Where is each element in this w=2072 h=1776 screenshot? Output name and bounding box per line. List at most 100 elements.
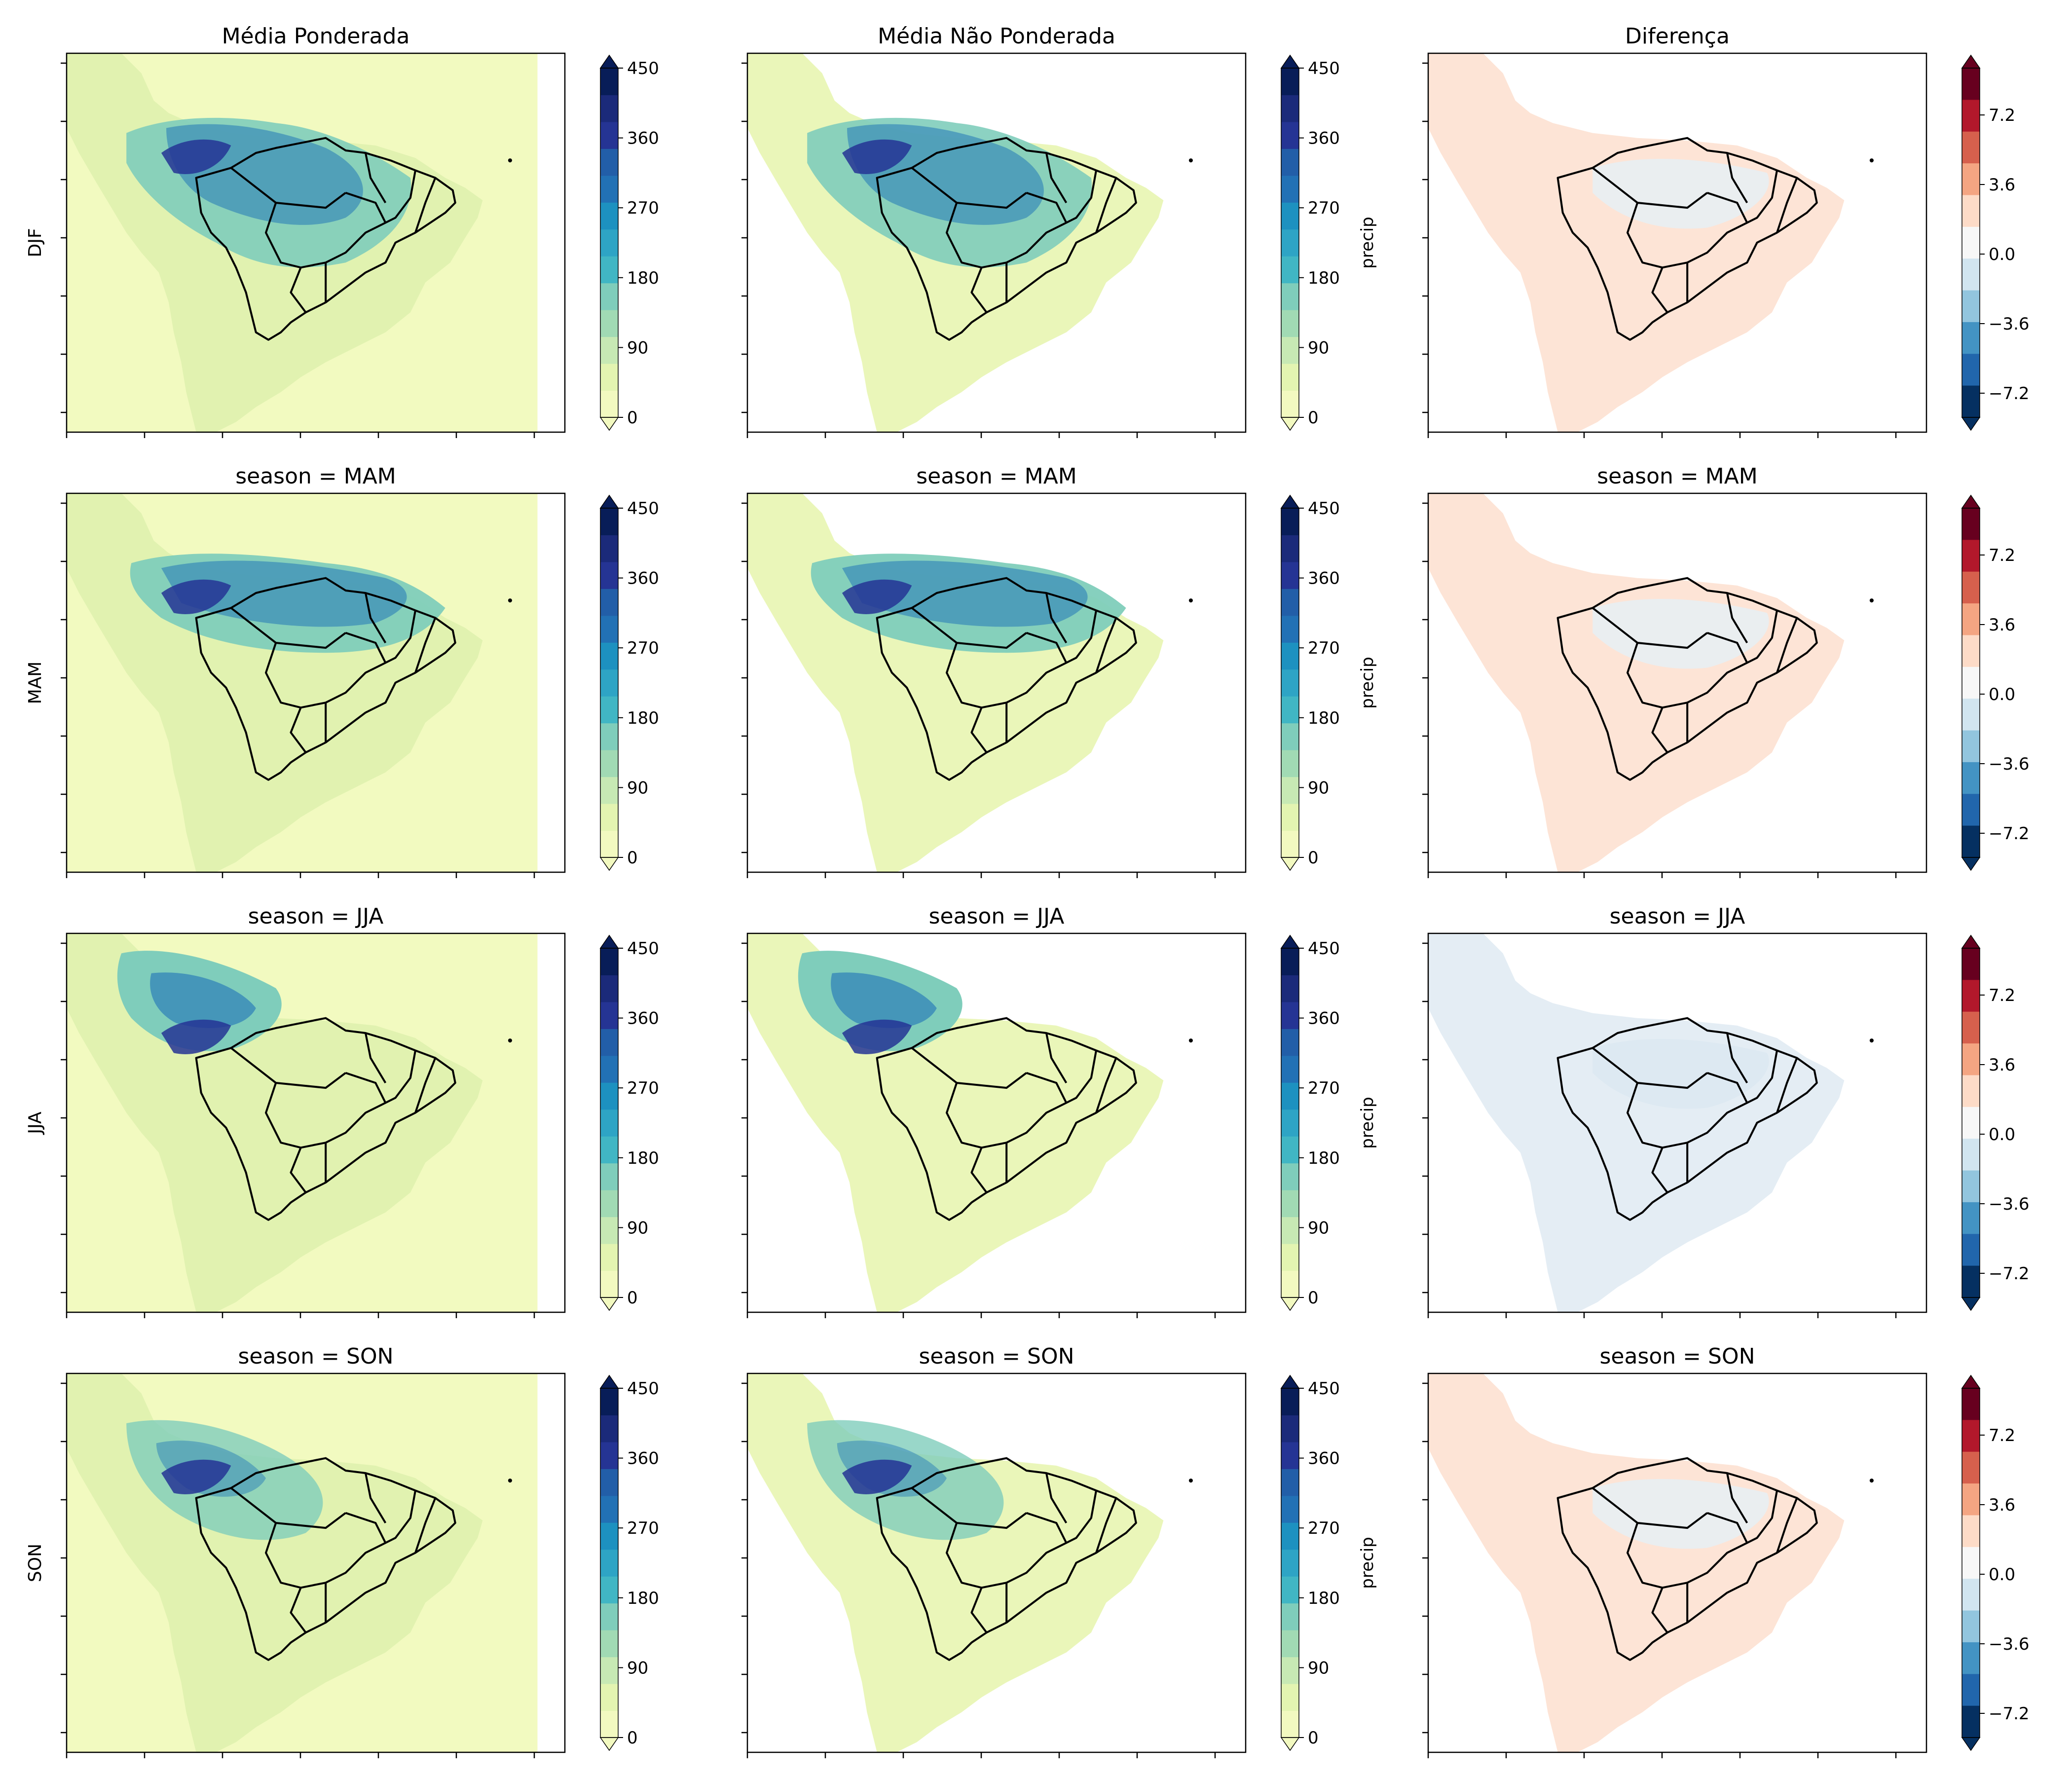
difference-colorbar: 7.2 3.6 0.0 −3.6 −7.2 (1961, 934, 2030, 1311)
colorbar-tick-label: −3.6 (1989, 314, 2030, 334)
island-dot (1188, 158, 1193, 163)
colorbar-tick-label: 450 (627, 59, 659, 78)
colorbar-bin (1281, 1684, 1299, 1711)
colorbar-bin (1281, 1190, 1299, 1218)
precip-colorbar: 0 90 180 270 360 450 (599, 1374, 659, 1751)
precip-colorbar: 0 90 180 270 360 450 precip (1280, 1374, 1377, 1751)
colorbar-bin (1281, 948, 1299, 975)
colorbar-bin (1962, 1579, 1980, 1611)
colorbar-tick-label: 450 (627, 939, 659, 959)
colorbar-bin (600, 948, 618, 975)
colorbar-label: precip (1358, 217, 1377, 268)
colorbar-bin (1281, 830, 1299, 858)
colorbar-extend-max (1280, 494, 1300, 509)
rain-core (150, 972, 256, 1028)
colorbar-bin (600, 256, 618, 284)
colorbar-bin (600, 777, 618, 804)
colorbar-bin (1962, 385, 1980, 418)
panel-djf-unweighted: Média Não Ponderada (741, 24, 1247, 438)
colorbar-tick-label: 0.0 (1989, 1125, 2015, 1145)
colorbar-bin (1281, 1217, 1299, 1244)
axes-frame (66, 492, 566, 873)
colorbar-tick-label: 450 (1308, 499, 1340, 518)
colorbar-extend-max (599, 934, 619, 949)
colorbar-frame (600, 948, 619, 1298)
panel-title: Média Não Ponderada (878, 24, 1115, 49)
land-mass (1428, 493, 1845, 872)
colorbar-bin (600, 615, 618, 643)
axes-frame (746, 932, 1247, 1313)
colorbar-frame (1281, 948, 1299, 1298)
colorbar-bin (600, 1603, 618, 1630)
rain-max (842, 1019, 912, 1054)
row-label: SON (25, 1544, 45, 1582)
colorbar-bin (1962, 322, 1980, 354)
colorbar-bin (600, 669, 618, 697)
colorbar-extend-max (1280, 1374, 1300, 1389)
difference-colorbar: 7.2 3.6 0.0 −3.6 −7.2 (1961, 1374, 2030, 1751)
colorbar-bin (600, 283, 618, 310)
rain-max (842, 1459, 912, 1494)
colorbar-bin (600, 1522, 618, 1550)
precip-colorbar: 0 90 180 270 360 450 (599, 54, 659, 431)
colorbar-bin (1281, 1388, 1299, 1415)
colorbar-tick-label: 450 (1308, 939, 1340, 959)
difference-colorbar: 7.2 3.6 0.0 −3.6 −7.2 (1961, 54, 2030, 431)
precip-colorbar: 0 90 180 270 360 450 (599, 934, 659, 1311)
colorbar-tick-label: 360 (1308, 129, 1340, 148)
colorbar-tick-label: 90 (627, 338, 648, 358)
colorbar-tick-label: 7.2 (1989, 546, 2015, 565)
panel-son-difference: season = SON (1422, 1344, 1927, 1758)
colorbar-bin (600, 1082, 618, 1110)
rain-core (831, 972, 937, 1028)
colorbar-tick-label: 270 (627, 1518, 659, 1538)
colorbar-bin (1962, 1011, 1980, 1044)
colorbar-tick-label: 3.6 (1989, 615, 2015, 635)
colorbar-bin (1962, 762, 1980, 794)
axes-frame (1427, 932, 1927, 1313)
colorbar-bin (1962, 226, 1980, 259)
colorbar-bin (1962, 635, 1980, 667)
colorbar-bin (600, 589, 618, 616)
colorbar-tick-label: 360 (1308, 569, 1340, 589)
colorbar-bin (1281, 202, 1299, 230)
colorbar-bin (600, 390, 618, 418)
colorbar-bin (1281, 589, 1299, 616)
colorbar-tick-label: −7.2 (1989, 1704, 2030, 1724)
land-mass (1428, 933, 1845, 1312)
colorbar-bin (1281, 1522, 1299, 1550)
colorbar-bin (600, 148, 618, 176)
island-dot (508, 1038, 512, 1043)
colorbar-tick-label: 0 (627, 1728, 638, 1748)
colorbar-bin (600, 1684, 618, 1711)
precip-colorbar: 0 90 180 270 360 450 precip (1280, 934, 1377, 1311)
colorbar-extend-max (1280, 54, 1300, 69)
colorbar-bin (1281, 1082, 1299, 1110)
panel-mam-weighted: season = MAM MAM (25, 464, 566, 878)
colorbar-bin (1962, 1075, 1980, 1108)
colorbar-tick-label: 90 (1308, 1658, 1329, 1678)
rain-max (842, 579, 912, 614)
colorbar-bin (1962, 1642, 1980, 1674)
panel-jja-unweighted: season = JJA (741, 904, 1247, 1318)
colorbar-bin (600, 1657, 618, 1684)
state-boundaries (195, 1457, 456, 1661)
colorbar-tick-label: 7.2 (1989, 106, 2015, 125)
panel-djf-weighted: Média Ponderada DJF (25, 24, 566, 438)
colorbar-frame (1961, 1388, 1980, 1738)
colorbar-bin (1281, 1136, 1299, 1164)
colorbar-tick-label: 450 (1308, 1379, 1340, 1399)
colorbar-tick-label: 90 (1308, 338, 1329, 358)
colorbar-bin (600, 975, 618, 1002)
rain-max (161, 579, 231, 614)
colorbar-bin (1281, 1495, 1299, 1523)
colorbar-bin (600, 642, 618, 670)
colorbar-bin (1281, 148, 1299, 176)
panel-title: season = SON (238, 1344, 393, 1369)
colorbar-bin (1962, 1170, 1980, 1203)
colorbar-tick-label: 180 (627, 708, 659, 728)
colorbar-bin (1962, 948, 1980, 980)
colorbar-bin (1281, 1244, 1299, 1271)
colorbar-tick-label: 0.0 (1989, 685, 2015, 704)
colorbar-bin (600, 1270, 618, 1298)
